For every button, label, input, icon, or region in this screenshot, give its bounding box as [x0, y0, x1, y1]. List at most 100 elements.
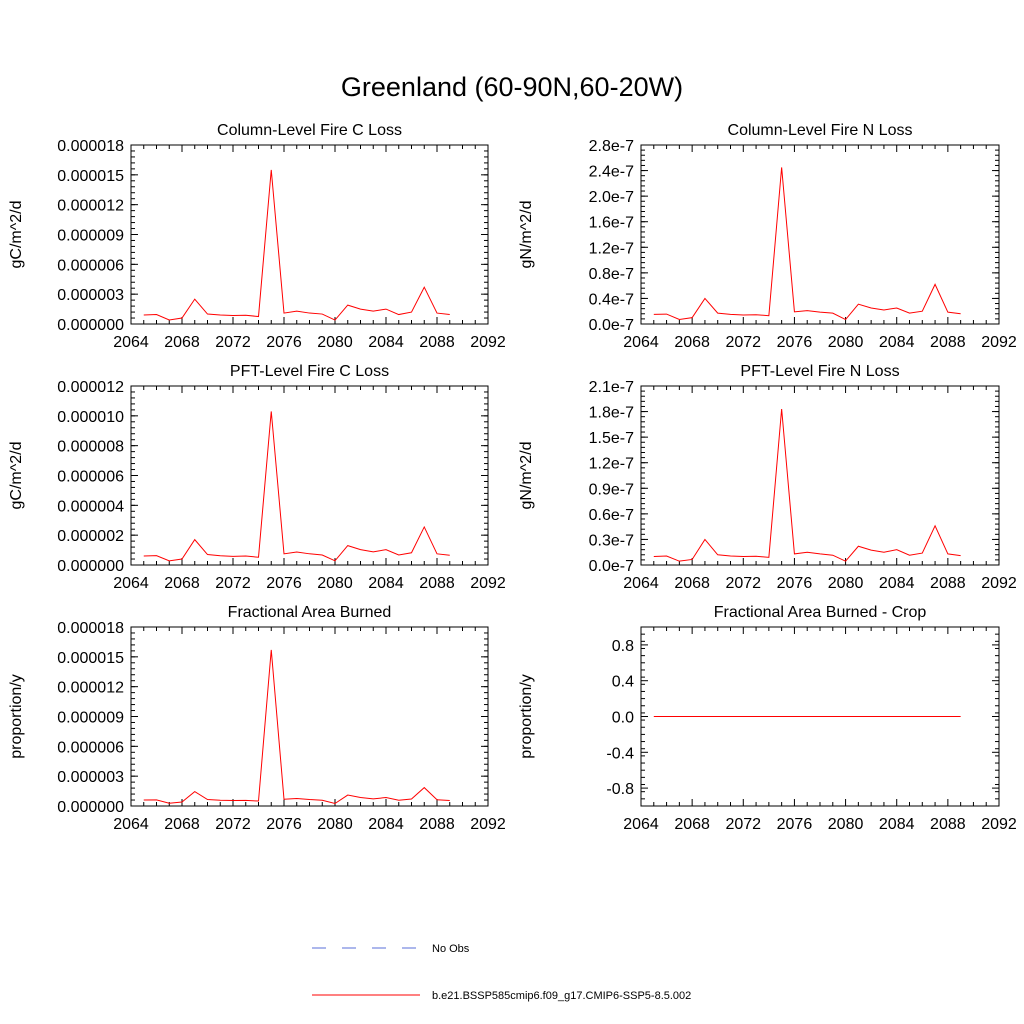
- y-tick-label: -0.4: [606, 745, 634, 762]
- y-tick-label: 0.000009: [57, 710, 124, 727]
- series-line: [143, 649, 450, 805]
- panel-title: PFT-Level Fire N Loss: [740, 363, 899, 380]
- y-tick-label: 1.8e-7: [589, 405, 634, 422]
- x-tick-label: 2084: [368, 575, 404, 592]
- x-tick-label: 2088: [930, 334, 966, 351]
- panels: Column-Level Fire C Loss gC/m^2/d 2064 2068…: [8, 122, 1017, 833]
- panel-title: Fractional Area Burned: [228, 604, 392, 621]
- y-tick-label: 0.000004: [57, 498, 124, 515]
- panel-3: PFT-Level Fire C Loss gC/m^2/d 2064 2068 207…: [8, 363, 506, 592]
- y-tick-label: 0.000002: [57, 528, 124, 545]
- plot-frame: [130, 385, 489, 566]
- y-axis-label: proportion/y: [518, 674, 535, 759]
- panel-2: Column-Level Fire N Loss gN/m^2/d 2064 2068…: [518, 122, 1017, 351]
- y-tick-label: 0.000006: [57, 739, 124, 756]
- y-tick-label: 2.1e-7: [589, 379, 634, 396]
- x-tick-label: 2084: [368, 816, 404, 833]
- y-tick-label: 0.000003: [57, 769, 124, 786]
- figure-title: Greenland (60-90N,60-20W): [340, 72, 684, 102]
- y-axis-label: gC/m^2/d: [8, 442, 25, 510]
- y-tick-label: 0.9e-7: [589, 481, 634, 498]
- y-tick-label: 0.000009: [57, 228, 124, 245]
- x-tick-label: 2076: [266, 334, 302, 351]
- x-tick-label: 2076: [266, 575, 302, 592]
- y-tick-label: 0.000015: [57, 650, 124, 667]
- x-tick-label: 2076: [266, 816, 302, 833]
- legend-model-label: b.e21.BSSP585cmip6.f09_g17.CMIP6-SSP5-8.…: [432, 990, 691, 1002]
- x-tick-label: 2088: [419, 816, 455, 833]
- y-tick-label: 0.8e-7: [589, 266, 634, 283]
- y-axis-label: gN/m^2/d: [518, 201, 535, 269]
- y-tick-label: 0.0e-7: [589, 558, 634, 575]
- legend: No Obs b.e21.BSSP585cmip6.f09_g17.CMIP6-…: [312, 943, 691, 1002]
- y-axis-label: proportion/y: [8, 674, 25, 759]
- x-tick-label: 2064: [623, 334, 659, 351]
- y-tick-label: 0.4e-7: [589, 291, 634, 308]
- y-tick-label: 0.000000: [57, 799, 124, 816]
- plot-frame: [640, 144, 1000, 325]
- y-axis-label: gC/m^2/d: [8, 201, 25, 269]
- panel-title: PFT-Level Fire C Loss: [230, 363, 389, 380]
- x-tick-label: 2088: [930, 575, 966, 592]
- y-tick-label: 0.000015: [57, 168, 124, 185]
- y-tick-label: 0.000010: [57, 409, 124, 426]
- x-tick-label: 2076: [777, 334, 813, 351]
- y-tick-label: 0.0: [612, 710, 634, 727]
- panel-title: Column-Level Fire C Loss: [217, 122, 402, 139]
- y-tick-label: 1.2e-7: [589, 456, 634, 473]
- y-tick-label: 0.000006: [57, 257, 124, 274]
- y-tick-label: 0.000003: [57, 287, 124, 304]
- x-tick-label: 2064: [623, 575, 659, 592]
- series-line: [653, 408, 961, 562]
- x-tick-label: 2064: [623, 816, 659, 833]
- x-tick-label: 2072: [215, 816, 251, 833]
- series-line: [143, 411, 450, 562]
- y-tick-label: 0.000018: [57, 620, 124, 637]
- x-tick-label: 2072: [725, 816, 761, 833]
- x-tick-label: 2088: [419, 575, 455, 592]
- y-tick-label: 2.8e-7: [589, 138, 634, 155]
- x-tick-label: 2068: [164, 334, 200, 351]
- x-tick-label: 2080: [828, 334, 864, 351]
- y-tick-label: 0.4: [612, 674, 634, 691]
- x-tick-label: 2076: [777, 816, 813, 833]
- y-tick-label: 0.000012: [57, 198, 124, 215]
- y-tick-label: 2.4e-7: [589, 164, 634, 181]
- series-line: [143, 169, 450, 321]
- y-tick-label: 0.8: [612, 638, 634, 655]
- x-tick-label: 2092: [981, 575, 1017, 592]
- x-tick-label: 2068: [164, 575, 200, 592]
- x-tick-label: 2092: [470, 816, 506, 833]
- y-tick-label: 0.000018: [57, 138, 124, 155]
- panel-title: Fractional Area Burned - Crop: [714, 604, 927, 621]
- panel-6: Fractional Area Burned - Crop proportion/…: [518, 604, 1017, 833]
- x-tick-label: 2080: [828, 575, 864, 592]
- x-tick-label: 2072: [725, 334, 761, 351]
- x-tick-label: 2068: [674, 575, 710, 592]
- panel-4: PFT-Level Fire N Loss gN/m^2/d 2064 2068 207…: [518, 363, 1017, 592]
- x-tick-label: 2088: [419, 334, 455, 351]
- plot-frame: [640, 385, 1000, 566]
- x-tick-label: 2064: [113, 334, 149, 351]
- x-tick-label: 2068: [674, 816, 710, 833]
- x-tick-label: 2076: [777, 575, 813, 592]
- y-tick-label: 0.000000: [57, 558, 124, 575]
- y-tick-label: 0.000008: [57, 439, 124, 456]
- x-tick-label: 2084: [879, 816, 915, 833]
- x-tick-label: 2092: [470, 575, 506, 592]
- y-tick-label: 0.000006: [57, 469, 124, 486]
- panel-1: Column-Level Fire C Loss gC/m^2/d 2064 2068…: [8, 122, 506, 351]
- x-tick-label: 2068: [674, 334, 710, 351]
- y-tick-label: 0.000012: [57, 379, 124, 396]
- x-tick-label: 2084: [368, 334, 404, 351]
- x-tick-label: 2072: [725, 575, 761, 592]
- panel-5: Fractional Area Burned proportion/y 2064 20…: [8, 604, 506, 833]
- y-tick-label: 0.000000: [57, 317, 124, 334]
- y-tick-label: 1.6e-7: [589, 215, 634, 232]
- x-tick-label: 2088: [930, 816, 966, 833]
- x-tick-label: 2080: [317, 575, 353, 592]
- y-tick-label: 0.000012: [57, 680, 124, 697]
- x-tick-label: 2080: [317, 334, 353, 351]
- y-tick-label: 0.0e-7: [589, 317, 634, 334]
